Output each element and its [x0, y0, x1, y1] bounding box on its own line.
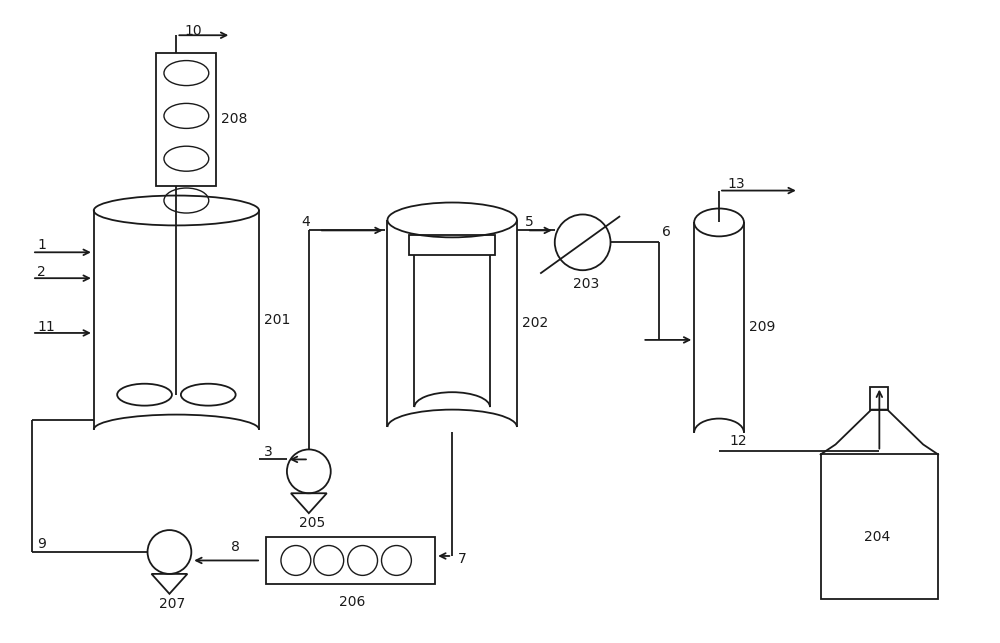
Text: 205: 205: [299, 516, 325, 530]
Text: 3: 3: [264, 446, 273, 460]
Text: 1: 1: [37, 239, 46, 252]
Text: 11: 11: [37, 320, 55, 334]
Text: 4: 4: [301, 215, 310, 230]
Text: 208: 208: [221, 113, 248, 127]
Bar: [266, 537, 435, 584]
Text: 204: 204: [864, 530, 891, 543]
Text: 12: 12: [729, 435, 747, 448]
Text: 6: 6: [662, 226, 671, 239]
Bar: [870, 386, 888, 410]
Text: 206: 206: [339, 595, 365, 609]
Text: 7: 7: [458, 552, 467, 566]
Bar: [156, 53, 216, 186]
Text: 209: 209: [749, 320, 775, 334]
Text: 2: 2: [37, 265, 46, 279]
Text: 9: 9: [37, 537, 46, 551]
Text: 207: 207: [159, 597, 186, 611]
Text: 13: 13: [727, 177, 745, 190]
Text: 202: 202: [522, 316, 548, 331]
Text: 201: 201: [264, 313, 290, 327]
Text: 8: 8: [231, 540, 240, 554]
Bar: [821, 455, 938, 599]
Text: 203: 203: [573, 277, 599, 291]
Text: 10: 10: [184, 24, 202, 39]
Text: 5: 5: [525, 215, 534, 230]
Bar: [409, 235, 495, 255]
